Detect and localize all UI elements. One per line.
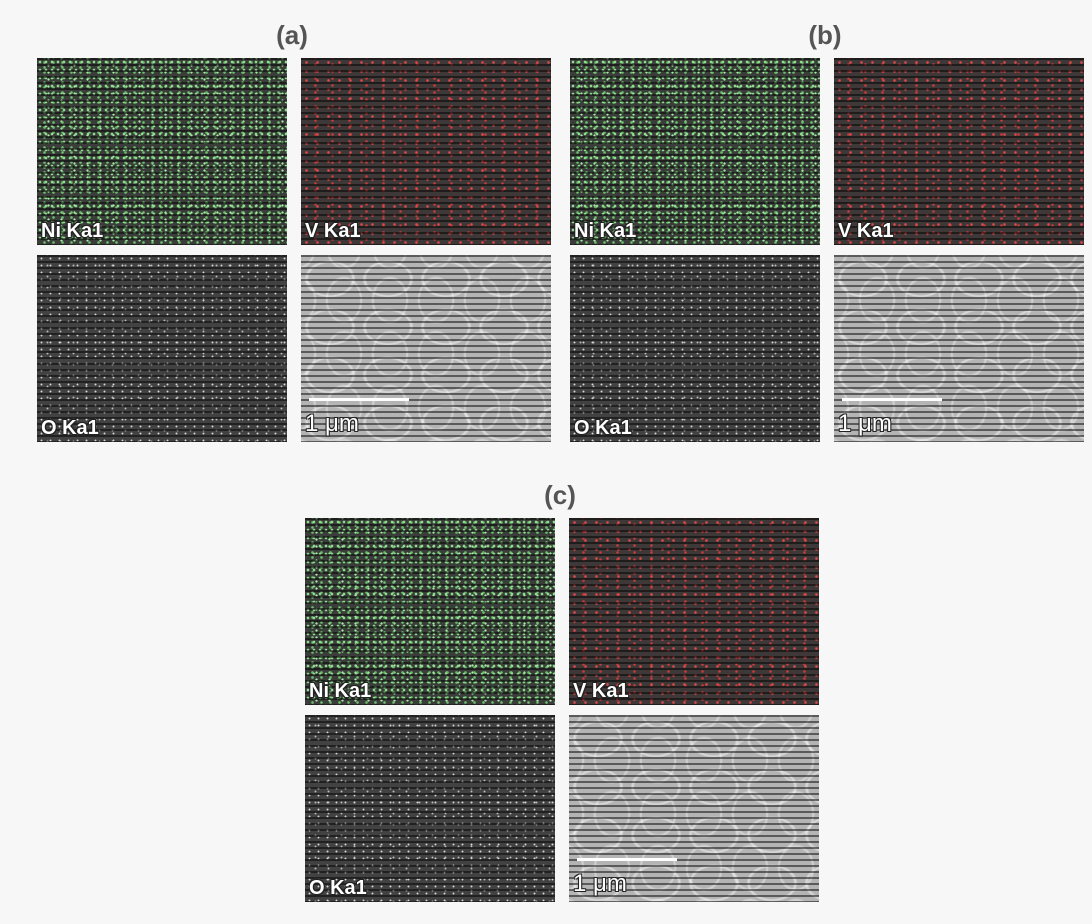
element-label: O Ka1 xyxy=(309,877,367,900)
v-map: V Ka1 xyxy=(301,58,551,245)
element-label: V Ka1 xyxy=(573,680,629,703)
scale-bar xyxy=(842,398,942,401)
element-label: V Ka1 xyxy=(305,220,361,243)
panel-label: (c) xyxy=(530,480,590,511)
element-label: V Ka1 xyxy=(838,220,894,243)
v-map: V Ka1 xyxy=(834,58,1084,245)
figure: (() => { const data = JSON.parse(documen… xyxy=(0,0,1092,924)
scale-label: 1 μm xyxy=(305,410,359,438)
element-label: O Ka1 xyxy=(41,417,99,440)
v-map: V Ka1 xyxy=(569,518,819,705)
panel-label: (a) xyxy=(262,20,322,51)
element-label: O Ka1 xyxy=(574,417,632,440)
ni-map: Ni Ka1 xyxy=(570,58,820,245)
scale-bar xyxy=(309,398,409,401)
element-label: Ni Ka1 xyxy=(309,680,371,703)
scale-label: 1 μm xyxy=(838,410,892,438)
o-map: O Ka1 xyxy=(570,255,820,442)
o-map: O Ka1 xyxy=(305,715,555,902)
element-label: Ni Ka1 xyxy=(41,220,103,243)
o-map: O Ka1 xyxy=(37,255,287,442)
scale-label: 1 μm xyxy=(573,870,627,898)
sem-image: 1 μm xyxy=(834,255,1084,442)
ni-map: Ni Ka1 xyxy=(305,518,555,705)
panel-label: (b) xyxy=(795,20,855,51)
sem-image: 1 μm xyxy=(301,255,551,442)
ni-map: Ni Ka1 xyxy=(37,58,287,245)
sem-image: 1 μm xyxy=(569,715,819,902)
element-label: Ni Ka1 xyxy=(574,220,636,243)
scale-bar xyxy=(577,858,677,861)
